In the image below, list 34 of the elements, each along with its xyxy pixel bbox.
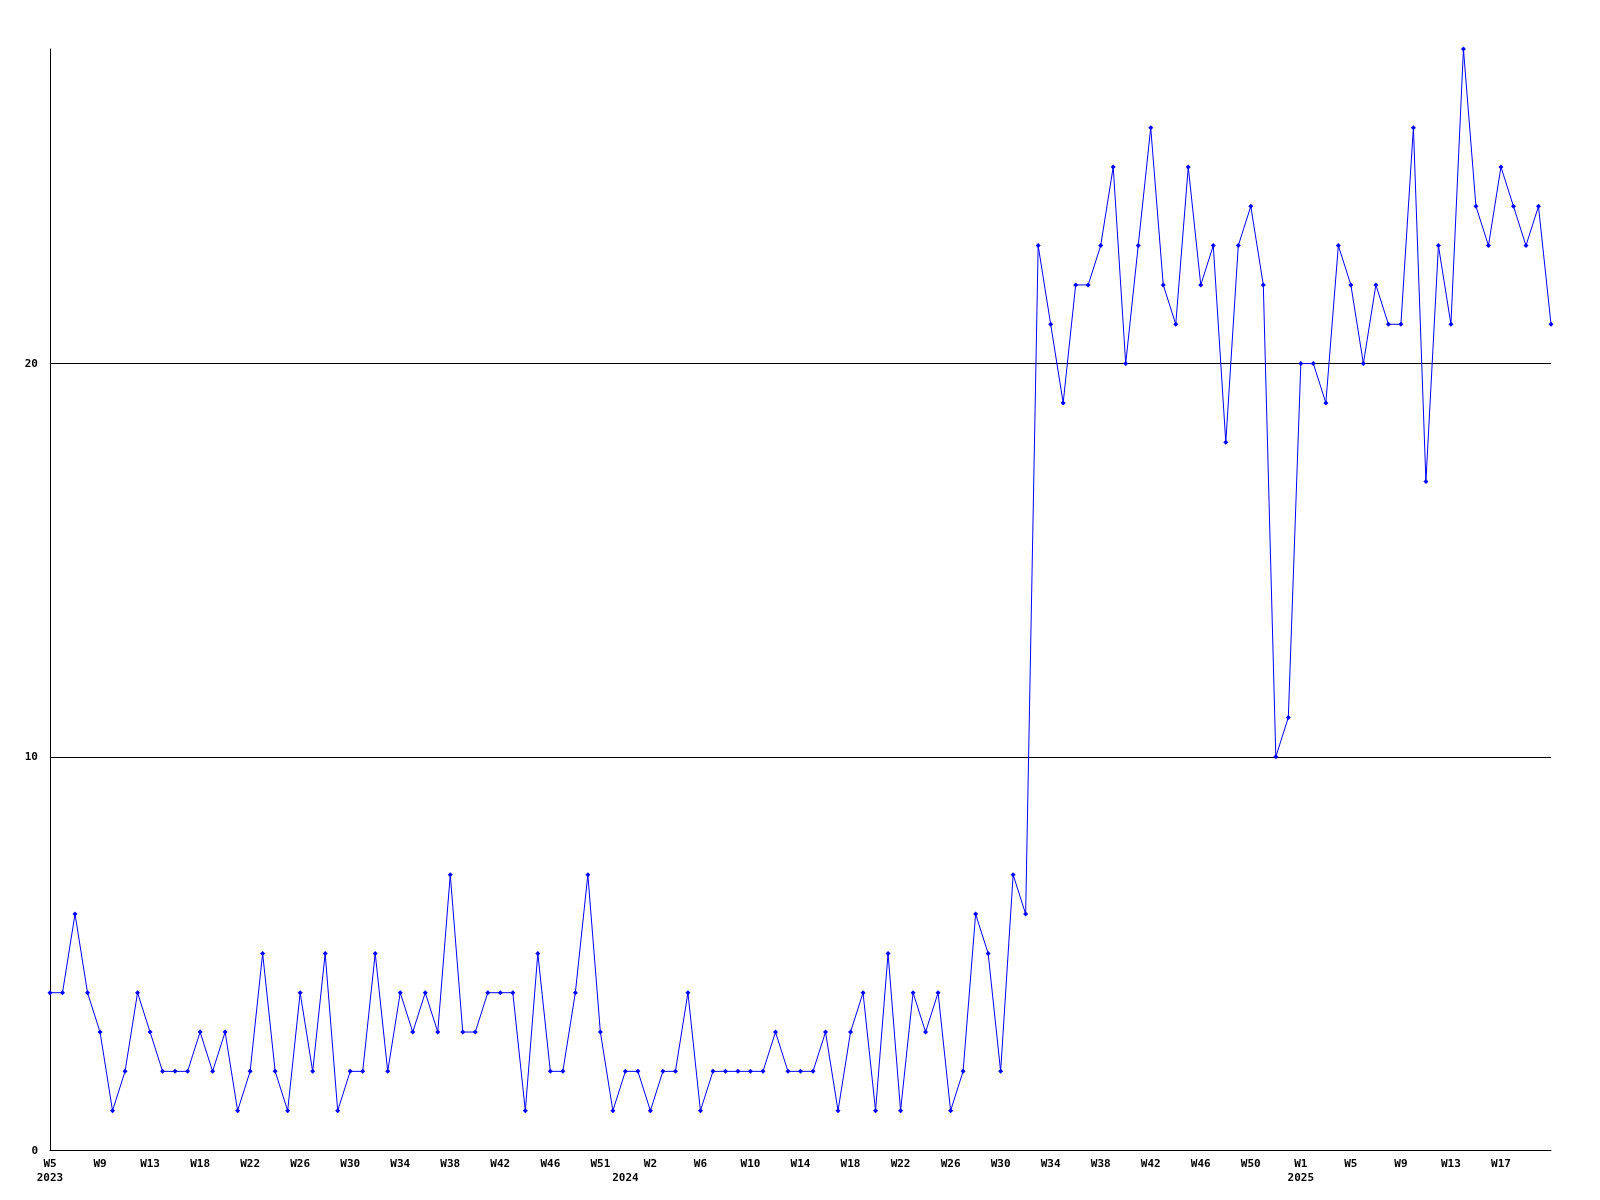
x-tick-label: W30 (990, 1156, 1011, 1170)
x-tick-label: W13 (140, 1156, 160, 1170)
x-tick-label: W42 (1140, 1156, 1161, 1170)
x-tick-label: W42 (490, 1156, 511, 1170)
x-tick-label: W18 (840, 1156, 861, 1170)
x-tick-label: W17 (1491, 1156, 1511, 1170)
x-tick-label: W46 (1190, 1156, 1212, 1170)
x-tick-label: W5 (1344, 1156, 1358, 1170)
x-tick-label: W2 (643, 1156, 658, 1170)
x-tick-label: W50 (1240, 1156, 1261, 1170)
x-tick-label: W5 2023 (36, 1156, 64, 1184)
x-tick-label: W13 (1441, 1156, 1461, 1170)
x-tick-label: W34 (390, 1156, 411, 1170)
x-tick-label: W9 (93, 1156, 107, 1170)
x-tick-label: W26 (940, 1156, 961, 1170)
x-tick-label: W30 (340, 1156, 361, 1170)
x-tick-label: W26 (290, 1156, 311, 1170)
x-tick-label: W22 (890, 1156, 911, 1170)
x-tick-label: W51 (590, 1156, 611, 1170)
x-tick-label: W34 (1040, 1156, 1061, 1170)
x-tick-label: W38 (440, 1156, 461, 1170)
x-tick-label: W6 (693, 1156, 708, 1170)
x-tick-label: W22 (240, 1156, 261, 1170)
x-tick-label: W46 (540, 1156, 561, 1170)
y-tick-label: 0 (31, 1143, 38, 1157)
x-tick-label: W10 (740, 1156, 761, 1170)
x-tick-label: W9 (1394, 1156, 1408, 1170)
y-tick-label: 10 (24, 750, 38, 764)
x-tick-label: W18 (190, 1156, 211, 1170)
y-tick-label: 20 (24, 357, 38, 371)
x-tick-label: W14 (790, 1156, 811, 1170)
x-tick-label: W38 (1090, 1156, 1111, 1170)
x-tick-label: 2024 (612, 1170, 639, 1184)
x-tick-label: W1 2025 (1287, 1156, 1315, 1184)
